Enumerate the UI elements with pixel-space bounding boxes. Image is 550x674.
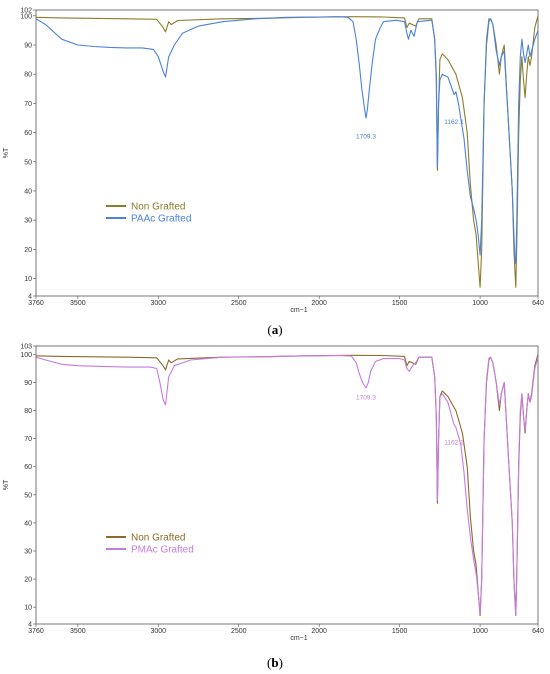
- legend-label: Non Grafted: [131, 202, 185, 213]
- caption-a-letter: a: [271, 322, 279, 337]
- y-tick-label: 100: [20, 13, 32, 20]
- y-tick-label: 90: [24, 43, 32, 50]
- y-tick-label: 30: [24, 548, 32, 555]
- x-tick-label: 2000: [311, 300, 327, 307]
- y-tick-label: 60: [24, 130, 32, 137]
- y-tick-label: 40: [24, 188, 32, 195]
- peak-annotation: 1709.3: [356, 394, 376, 401]
- y-tick-label: 4: [28, 622, 32, 629]
- x-tick-label: 640: [532, 300, 544, 307]
- y-tick-label: 80: [24, 72, 32, 79]
- plot-frame: [35, 345, 539, 625]
- y-tick-label: 90: [24, 380, 32, 387]
- y-tick-label: 10: [24, 605, 32, 612]
- x-tick-label: 1500: [392, 628, 408, 635]
- plot-frame: [35, 9, 539, 297]
- y-tick-label: 100: [20, 352, 32, 359]
- x-tick-label: 640: [532, 628, 544, 635]
- y-tick-label: 70: [24, 101, 32, 108]
- x-tick-label: 1500: [392, 300, 408, 307]
- peak-annotation: 1162.1: [444, 439, 464, 446]
- y-tick-label: 103: [20, 344, 32, 351]
- y-tick-label: 10: [24, 276, 32, 283]
- x-tick-label: 1000: [472, 300, 488, 307]
- y-axis-label: %T: [3, 479, 10, 490]
- y-tick-label: 4: [28, 294, 32, 301]
- peak-annotation: 1162.1: [444, 119, 464, 126]
- y-tick-label: 50: [24, 492, 32, 499]
- y-tick-label: 70: [24, 436, 32, 443]
- x-axis-label: cm−1: [290, 635, 307, 642]
- ftir-chart-a: 4 10 20 30 40 50 60 70 80 90 100 102 3760 3500 3000 250…: [0, 0, 550, 316]
- y-tick-label: 102: [20, 8, 32, 15]
- x-tick-label: 3760: [28, 628, 44, 635]
- x-tick-label: 1000: [472, 628, 488, 635]
- x-tick-label: 2000: [311, 628, 327, 635]
- y-tick-label: 50: [24, 159, 32, 166]
- peak-annotation: 1709.3: [356, 133, 376, 140]
- caption-b-letter: b: [271, 655, 279, 670]
- y-axis-label: %T: [3, 147, 10, 158]
- legend-label: PAAc Grafted: [131, 214, 191, 225]
- series-line-0: [35, 15, 539, 288]
- caption-b: (b): [267, 655, 283, 670]
- series-line-1: [35, 16, 539, 265]
- ftir-chart-b: 4 10 20 30 40 50 60 70 80 90 100 103 3760 3500 3000 250…: [0, 340, 550, 648]
- legend-label: Non Grafted: [131, 533, 185, 544]
- x-tick-label: 3000: [150, 628, 166, 635]
- y-tick-label: 40: [24, 520, 32, 527]
- x-tick-label: 2500: [231, 300, 247, 307]
- x-tick-label: 3760: [28, 300, 44, 307]
- caption-a: (a): [267, 322, 283, 337]
- series-line-0: [35, 354, 539, 617]
- legend-label: PMAc Grafted: [131, 545, 194, 556]
- x-tick-label: 3500: [70, 300, 86, 307]
- x-tick-label: 3500: [70, 628, 86, 635]
- y-tick-label: 30: [24, 218, 32, 225]
- x-tick-label: 2500: [231, 628, 247, 635]
- x-tick-label: 3000: [150, 300, 166, 307]
- y-tick-label: 20: [24, 577, 32, 584]
- y-tick-label: 80: [24, 408, 32, 415]
- y-tick-label: 60: [24, 464, 32, 471]
- series-line-1: [35, 354, 539, 617]
- y-tick-label: 20: [24, 247, 32, 254]
- x-axis-label: cm−1: [290, 307, 307, 314]
